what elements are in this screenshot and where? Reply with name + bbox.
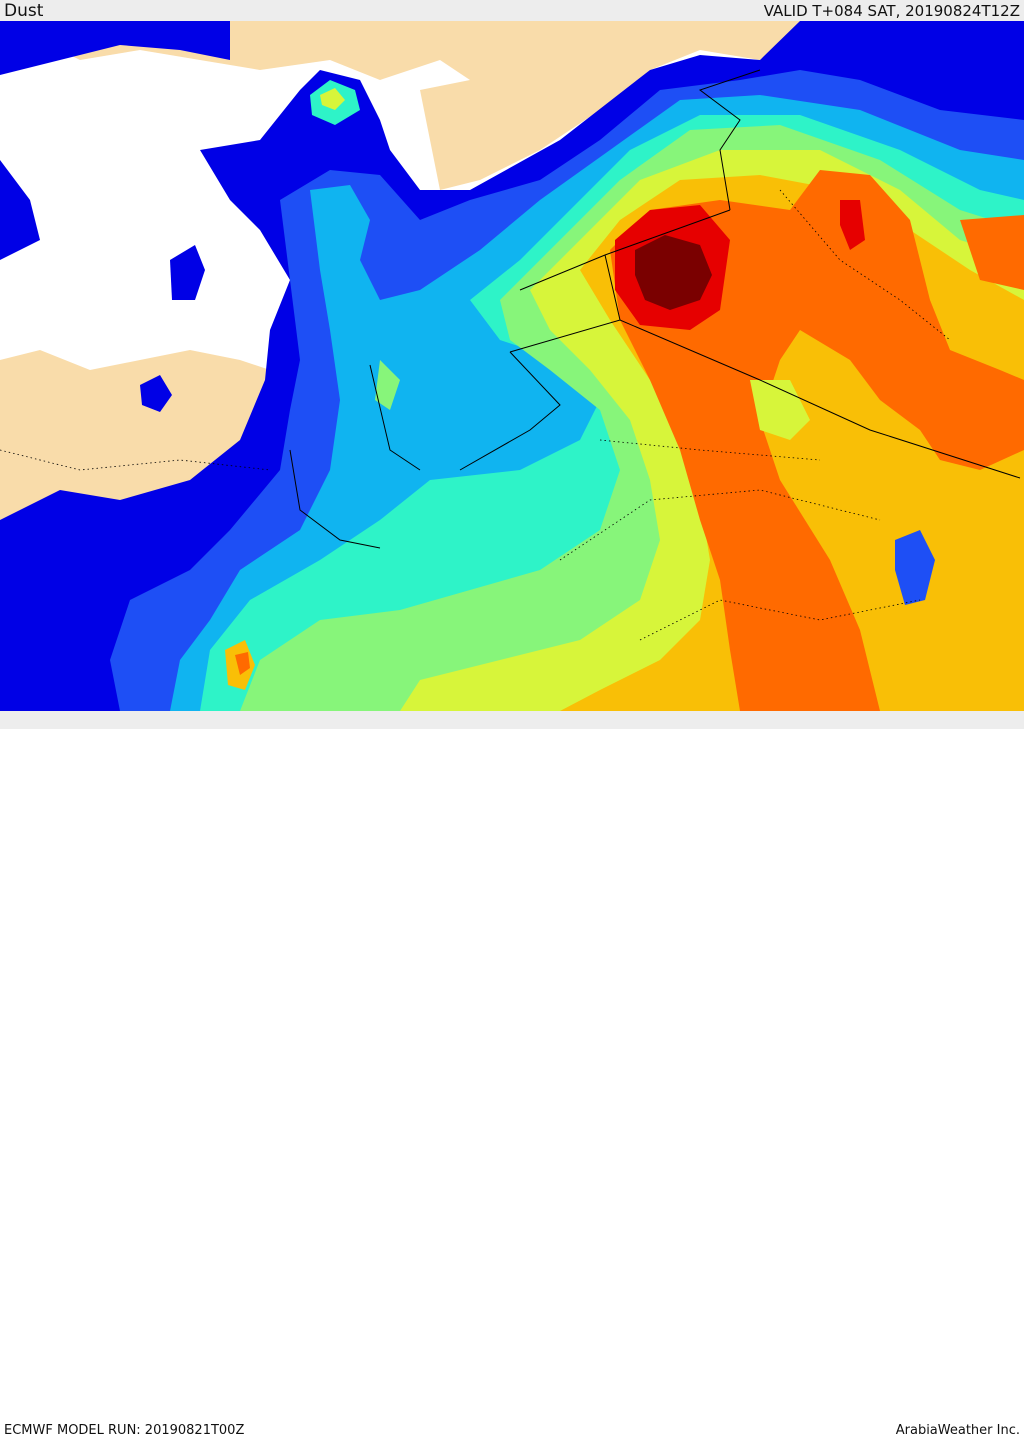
admin-border-4 <box>639 599 921 641</box>
dust-level-10 <box>635 235 712 310</box>
dust-spot-cyprus-core <box>320 88 345 110</box>
land-north <box>0 21 1024 190</box>
credit: ArabiaWeather Inc. <box>895 1423 1020 1438</box>
admin-border-5 <box>779 189 951 341</box>
field-title: Dust <box>4 1 44 21</box>
dust-spot-sea <box>170 245 205 300</box>
border-israel-jordan <box>369 364 421 471</box>
border-syria-iraq <box>519 209 731 291</box>
dust-spot-libya <box>140 375 172 412</box>
admin-borders <box>0 189 951 641</box>
dust-forecast-map <box>0 21 1024 711</box>
header-bar: Dust VALID T+084 SAT, 20190824T12Z <box>0 0 1024 21</box>
border-jordan-saudi <box>459 351 561 471</box>
border-iraq-iran <box>698 69 761 211</box>
dust-spot-saudi-low <box>895 530 935 605</box>
border-saudi-iraq <box>509 319 1021 479</box>
admin-border-2 <box>559 489 881 561</box>
model-run: ECMWF MODEL RUN: 20190821T00Z <box>4 1423 245 1438</box>
dust-concentration-fields <box>0 21 1024 711</box>
country-borders <box>289 69 1021 549</box>
map-canvas <box>0 21 1024 711</box>
border-jordan-iraq <box>604 254 621 321</box>
footer-bar: ECMWF MODEL RUN: 20190821T00Z ArabiaWeat… <box>0 711 1024 1438</box>
admin-border-1 <box>0 449 271 471</box>
dust-spot-egypt-core <box>235 652 250 675</box>
border-egypt-israel <box>289 449 381 549</box>
valid-time: VALID T+084 SAT, 20190824T12Z <box>763 2 1020 20</box>
dust-spot-saudi-north <box>750 380 810 440</box>
admin-border-3 <box>599 439 821 461</box>
